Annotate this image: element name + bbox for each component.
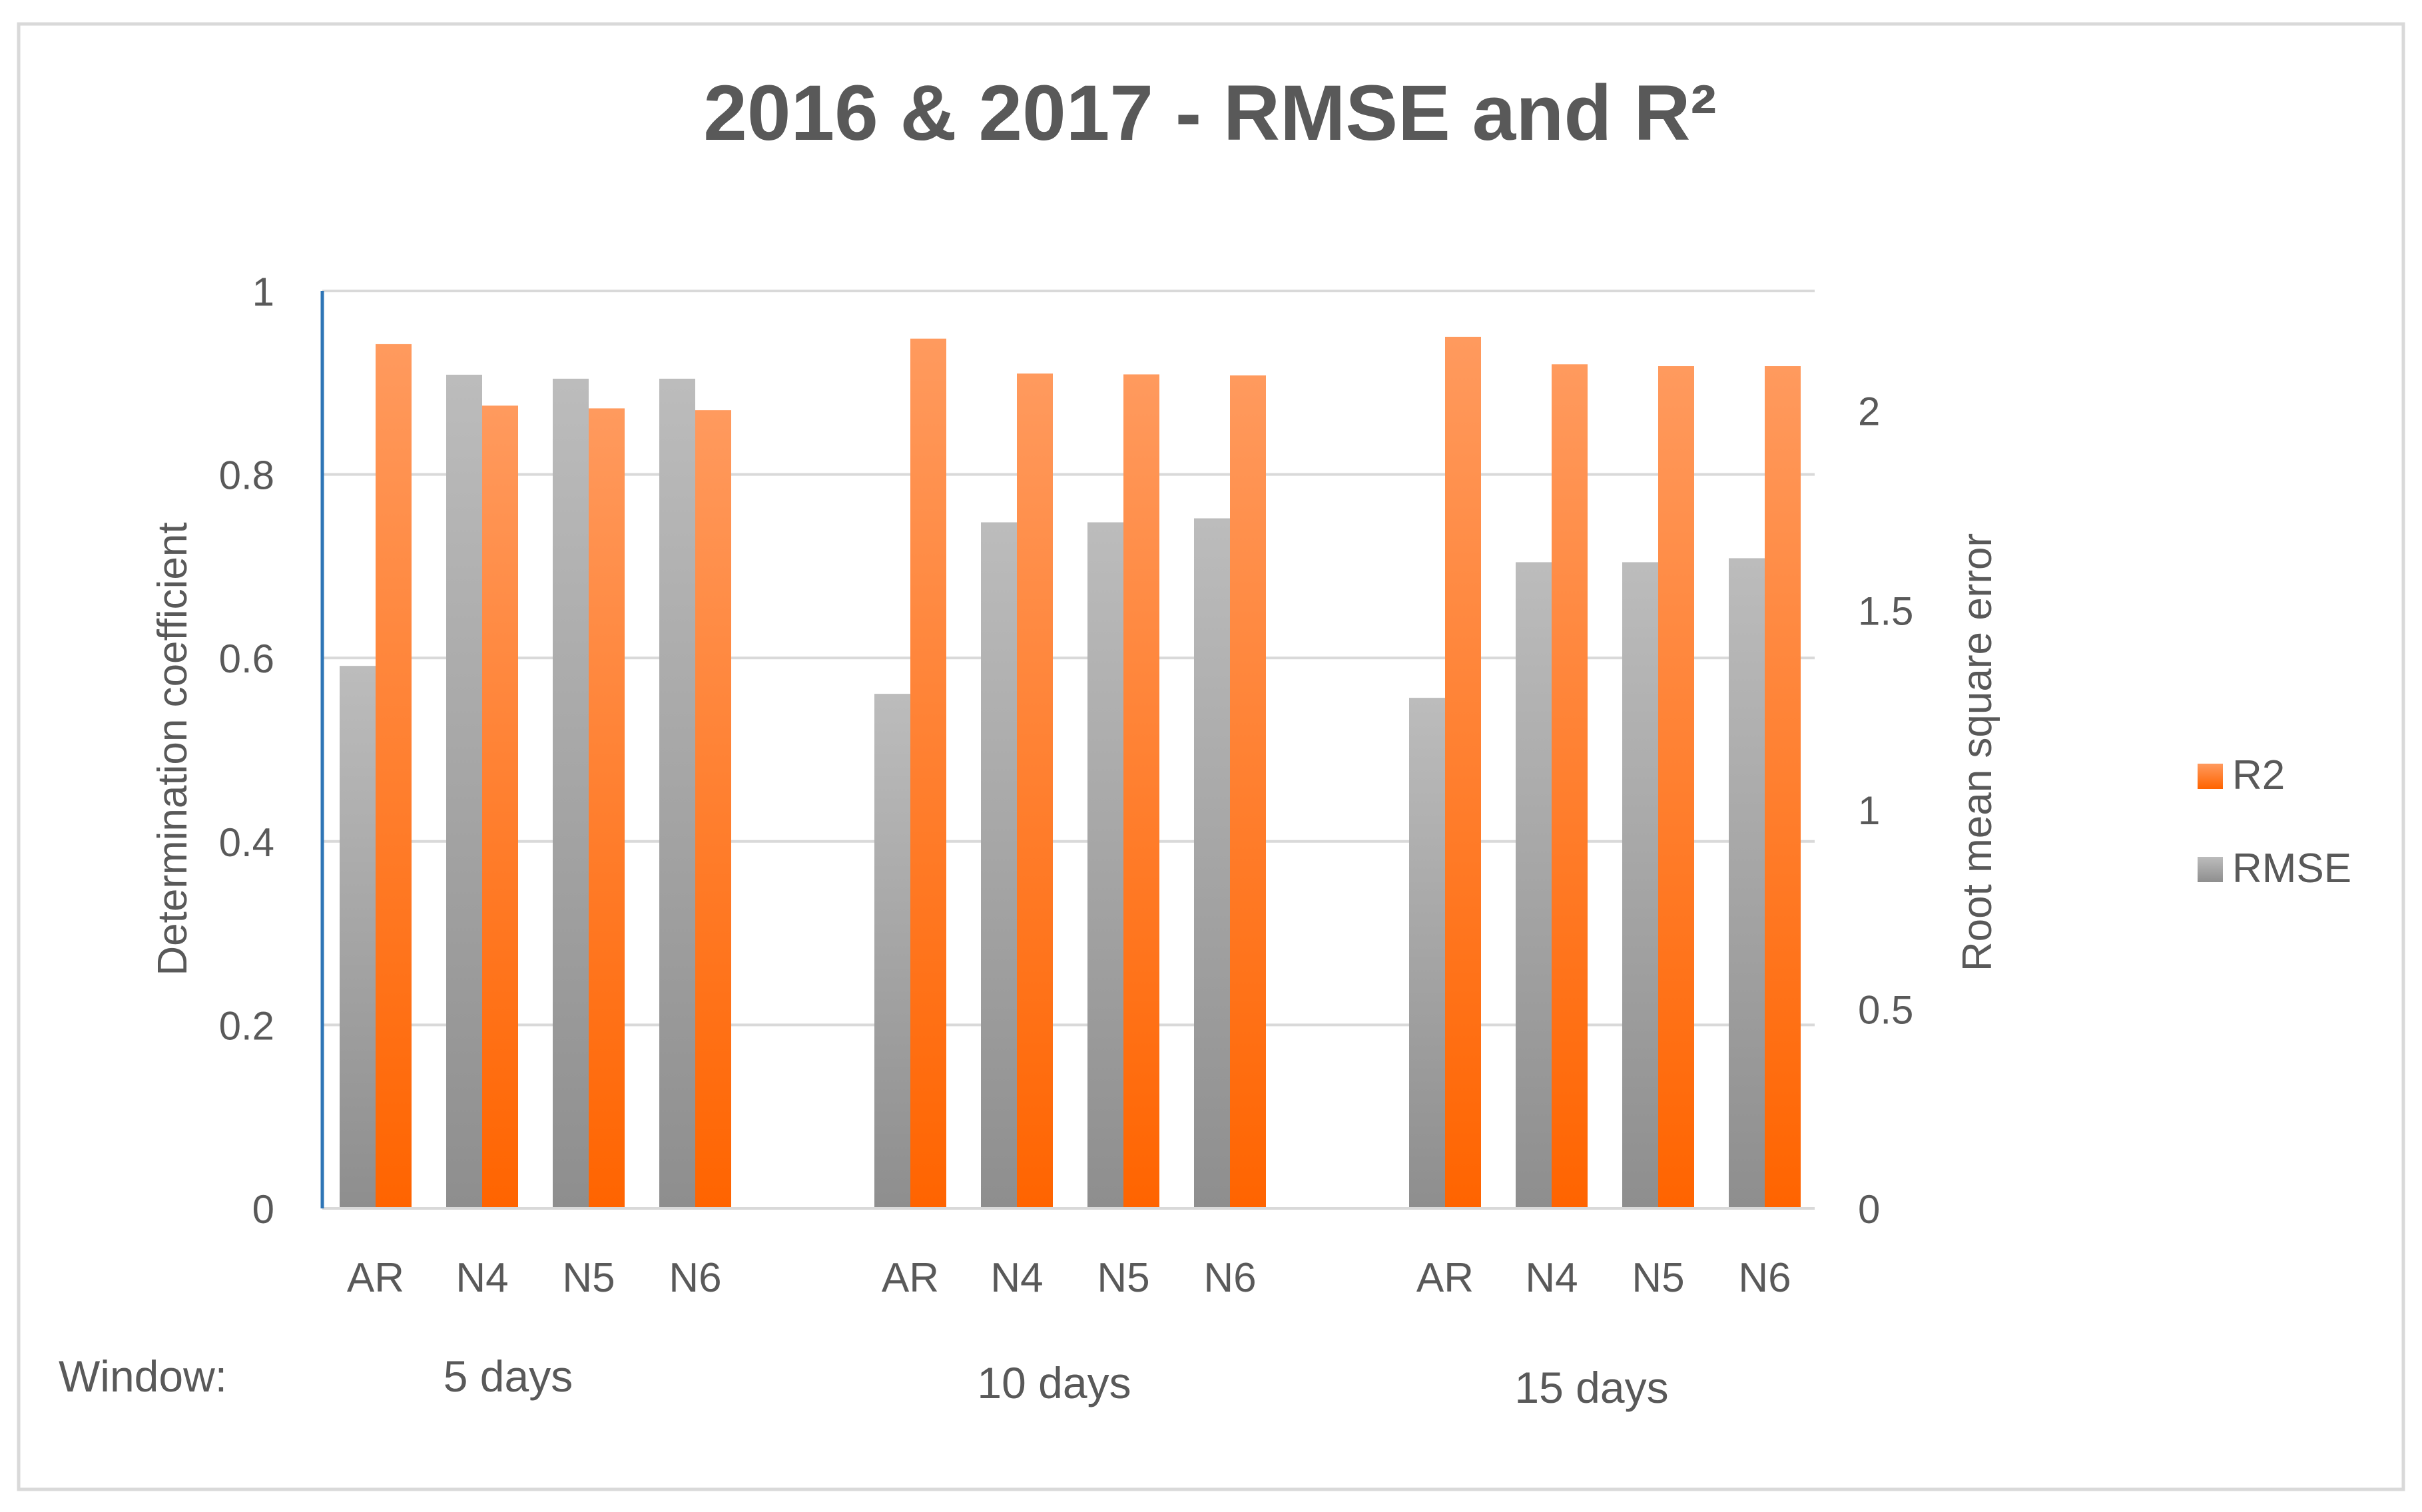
x-tick-label: N5 [1097, 1255, 1149, 1301]
y-right-tick-label: 2 [1858, 389, 1880, 434]
bar-rmse [553, 378, 589, 1208]
x-tick-label: N4 [990, 1255, 1043, 1301]
x-tick-label: N4 [1525, 1255, 1578, 1301]
bar-rmse [659, 378, 695, 1208]
bar-rmse [981, 522, 1017, 1209]
bar-r2 [910, 338, 946, 1208]
group-label: 5 days [444, 1352, 573, 1401]
x-tick-label: N4 [455, 1255, 508, 1301]
y-right-tick-label: 0 [1858, 1187, 1880, 1232]
legend-label: RMSE [2232, 846, 2351, 891]
x-tick-label: N5 [1632, 1255, 1684, 1301]
y-left-tick-label: 1 [252, 270, 274, 314]
y-left-tick-label: 0.8 [219, 453, 274, 498]
bar-rmse [1516, 562, 1552, 1208]
x-tick-label: N6 [1738, 1255, 1791, 1301]
bar-rmse [1622, 562, 1658, 1208]
legend-label: R2 [2232, 752, 2285, 798]
group-labels: 5 days 10 days 15 days [444, 1352, 1669, 1412]
bar-rmse [1087, 522, 1123, 1209]
y-left-tick-label: 0.2 [219, 1003, 274, 1048]
bar-r2 [1230, 375, 1266, 1208]
group-label: 15 days [1514, 1363, 1668, 1412]
legend: R2 RMSE [2198, 752, 2351, 891]
bar-r2 [1123, 374, 1159, 1209]
x-tick-label: AR [1416, 1255, 1474, 1301]
bar-rmse [1409, 698, 1445, 1208]
bar-r2 [1552, 364, 1588, 1208]
bar-rmse [874, 694, 910, 1208]
x-tick-label: N5 [562, 1255, 615, 1301]
bar-rmse [1194, 518, 1230, 1208]
y-left-tick-label: 0.4 [219, 820, 274, 865]
bar-r2 [1765, 366, 1801, 1208]
window-label: Window: [59, 1352, 227, 1401]
y-left-tick-label: 0.6 [219, 636, 274, 681]
group-label: 10 days [977, 1358, 1131, 1407]
bar-rmse [340, 666, 376, 1208]
legend-swatch [2198, 764, 2223, 789]
y-axis-left-title: Determination coefficient [150, 522, 196, 975]
y-axis-right-title: Root mean square error [1955, 533, 2000, 971]
bar-rmse [446, 374, 482, 1208]
y-right-tick-label: 0.5 [1858, 987, 1913, 1032]
bar-r2 [1658, 366, 1694, 1208]
bar-r2 [1017, 374, 1053, 1208]
x-tick-label: AR [347, 1255, 404, 1301]
bar-r2 [1445, 336, 1481, 1208]
y-left-tick-label: 0 [252, 1187, 274, 1232]
bar-r2 [589, 408, 625, 1208]
axes: 0 0.2 0.4 0.6 0.8 1 0 0.5 1 1.5 2 AR N4 N5 N6 AR N4 N5 N6 A… [219, 270, 1914, 1301]
y-right-tick-label: 1 [1858, 788, 1880, 833]
bars [340, 336, 1801, 1209]
bar-r2 [695, 410, 731, 1208]
bar-rmse [1729, 558, 1765, 1208]
x-tick-label: N6 [1203, 1255, 1256, 1301]
x-tick-label: AR [882, 1255, 939, 1301]
y-right-tick-label: 1.5 [1858, 589, 1913, 633]
chart-title: 2016 & 2017 - RMSE and R² [703, 69, 1716, 157]
legend-swatch [2198, 857, 2223, 882]
x-tick-label: N6 [669, 1255, 721, 1301]
bar-r2 [376, 344, 412, 1208]
bar-r2 [482, 405, 518, 1208]
